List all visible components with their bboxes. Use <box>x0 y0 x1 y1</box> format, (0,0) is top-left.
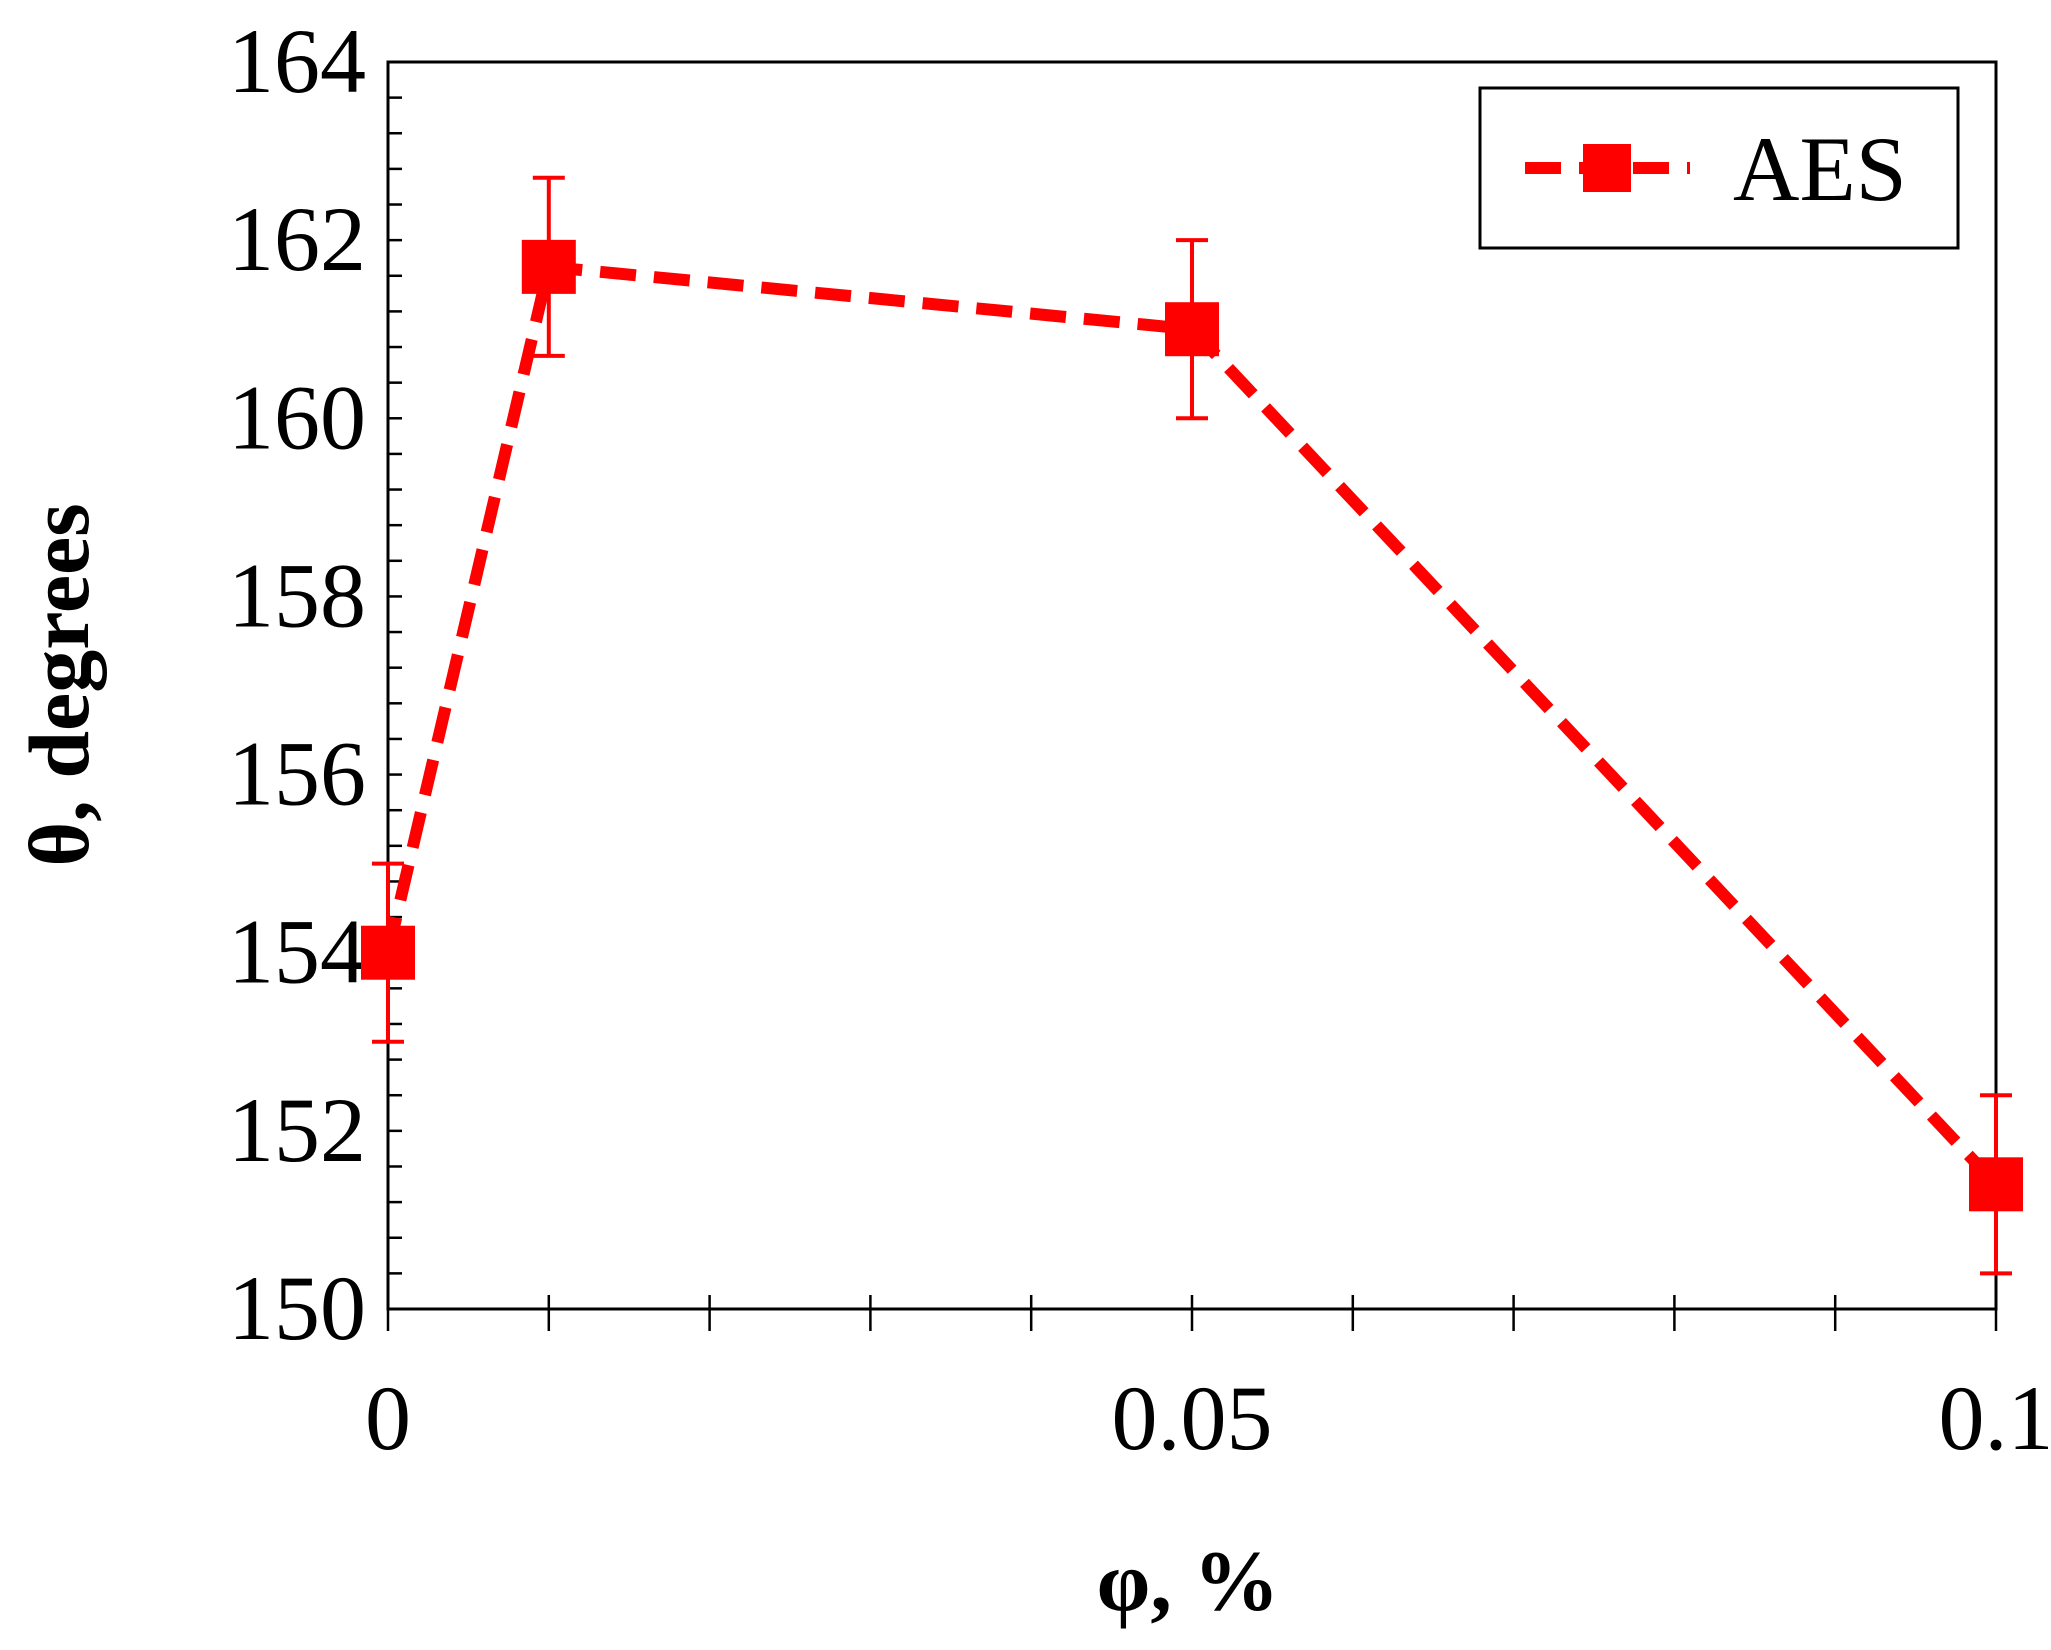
x-tick-labels: 0 0.05 0.1 <box>365 1367 2051 1469</box>
data-point <box>1165 302 1219 356</box>
y-tick-label: 162 <box>228 188 366 290</box>
data-point <box>361 926 415 980</box>
y-tick-label: 158 <box>228 544 366 646</box>
y-tick-label: 160 <box>228 366 366 468</box>
x-tick-label: 0 <box>365 1367 411 1469</box>
x-tick-label: 0.1 <box>1939 1367 2051 1469</box>
x-tick-label: 0.05 <box>1112 1367 1273 1469</box>
y-tick-labels: 150 152 154 156 158 160 162 164 <box>228 10 366 1359</box>
y-tick-label: 164 <box>228 10 366 112</box>
y-tick-label: 152 <box>228 1079 366 1181</box>
y-tick-label: 154 <box>228 901 366 1003</box>
data-point <box>1969 1157 2023 1211</box>
y-tick-label: 156 <box>228 723 366 825</box>
legend: AES <box>1480 88 1958 248</box>
y-axis-title: θ, degrees <box>11 503 107 866</box>
legend-marker <box>1583 144 1631 192</box>
data-point <box>522 240 576 294</box>
x-axis-title: φ, % <box>1097 1533 1280 1629</box>
legend-label: AES <box>1733 118 1907 220</box>
y-tick-label: 150 <box>228 1257 366 1359</box>
